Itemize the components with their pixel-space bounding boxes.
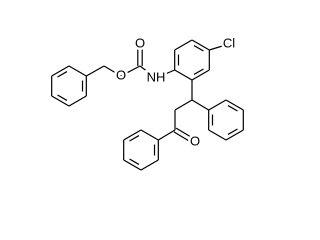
bond — [157, 129, 176, 141]
bond — [174, 69, 193, 81]
bond — [173, 131, 195, 145]
bond — [225, 129, 244, 141]
bond — [155, 69, 175, 79]
bond — [175, 127, 197, 141]
bond — [208, 129, 227, 141]
bond — [51, 95, 70, 107]
bond — [208, 99, 227, 111]
bond — [57, 71, 68, 78]
atom-label: O — [116, 67, 126, 82]
bond — [139, 65, 157, 79]
bond — [140, 159, 159, 171]
atom-label: O — [135, 35, 145, 50]
bond — [68, 95, 87, 107]
bond — [120, 65, 141, 77]
structure-diagram: Cl NH O O O — [51, 35, 244, 171]
atom-label: NH — [147, 69, 166, 84]
bond — [129, 158, 140, 165]
bond — [129, 135, 140, 142]
bond — [209, 43, 230, 51]
bond — [140, 129, 159, 141]
bond — [123, 159, 142, 171]
bonds — [51, 39, 244, 171]
bond — [193, 68, 204, 75]
bond — [174, 99, 193, 111]
bond — [227, 128, 238, 135]
bond — [227, 105, 238, 112]
bond — [174, 39, 193, 51]
atom-label: O — [190, 133, 200, 148]
bond — [68, 65, 87, 77]
bond — [191, 69, 210, 81]
bond — [123, 129, 142, 141]
bond — [225, 99, 244, 111]
bond — [191, 99, 210, 111]
bond — [191, 39, 210, 51]
atom-label: Cl — [223, 35, 235, 50]
bond — [193, 45, 204, 52]
bond — [51, 65, 70, 77]
bond — [86, 65, 105, 77]
bond — [57, 94, 68, 101]
bond — [103, 65, 122, 77]
